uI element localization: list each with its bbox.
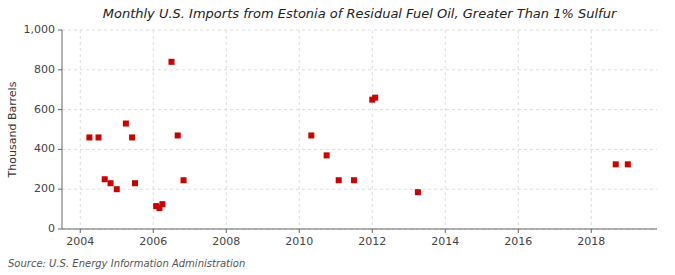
scatter-point — [108, 180, 114, 186]
scatter-point — [415, 189, 421, 195]
x-tick-label: 2018 — [577, 235, 605, 248]
scatter-point — [159, 201, 165, 207]
scatter-point — [169, 59, 175, 65]
y-tick — [58, 109, 62, 110]
chart-container: 0 200 400 600 800 1,000 2004 2006 2008 2010 2012 20… — [0, 0, 675, 275]
scatter-point — [324, 152, 330, 158]
y-tick-label: 200 — [34, 182, 55, 195]
x-tick — [153, 229, 154, 233]
y-axis-label: Thousand Barrels — [6, 81, 19, 178]
x-grid-line — [80, 30, 81, 229]
x-tick — [445, 229, 446, 233]
scatter-point — [175, 132, 181, 138]
x-axis-line — [62, 229, 657, 230]
scatter-point — [372, 95, 378, 101]
scatter-point — [114, 186, 120, 192]
plot-background — [62, 30, 657, 229]
grid — [62, 30, 657, 229]
x-tick-label: 2010 — [285, 235, 313, 248]
y-tick-label: 0 — [48, 222, 55, 235]
scatter-point — [102, 176, 108, 182]
scatter-point — [308, 132, 314, 138]
chart-svg: 0 200 400 600 800 1,000 2004 2006 2008 2010 2012 20… — [0, 0, 675, 275]
y-grid-line — [62, 149, 657, 150]
y-grid-line — [62, 30, 657, 31]
x-grid-line — [372, 30, 373, 229]
y-tick — [58, 149, 62, 150]
y-tick-label: 400 — [34, 142, 55, 155]
y-tick — [58, 30, 62, 31]
y-tick — [58, 69, 62, 70]
scatter-point — [132, 180, 138, 186]
x-tick-label: 2004 — [66, 235, 94, 248]
x-grid-line — [153, 30, 154, 229]
scatter-point — [123, 121, 129, 127]
scatter-point — [129, 134, 135, 140]
x-grid-line — [445, 30, 446, 229]
chart-title: Monthly U.S. Imports from Estonia of Res… — [103, 6, 618, 21]
x-tick — [299, 229, 300, 233]
source-note: Source: U.S. Energy Information Administ… — [8, 258, 245, 269]
y-grid-line — [62, 189, 657, 190]
x-tick-label: 2016 — [504, 235, 532, 248]
scatter-point — [86, 134, 92, 140]
x-tick-label: 2008 — [212, 235, 240, 248]
x-tick-label: 2012 — [358, 235, 386, 248]
scatter-point — [336, 177, 342, 183]
x-grid-line — [299, 30, 300, 229]
y-tick — [58, 189, 62, 190]
y-grid-line — [62, 109, 657, 110]
scatter-point — [613, 161, 619, 167]
x-tick-label: 2014 — [431, 235, 459, 248]
x-tick — [80, 229, 81, 233]
x-tick — [226, 229, 227, 233]
scatter-point — [351, 177, 357, 183]
y-tick-label: 800 — [34, 63, 55, 76]
scatter-point — [96, 134, 102, 140]
y-grid-line — [62, 69, 657, 70]
x-tick-label: 2006 — [139, 235, 167, 248]
y-grid-line — [62, 229, 657, 230]
y-axis-line — [62, 30, 63, 229]
axes: 0 200 400 600 800 1,000 2004 2006 2008 2010 2012 20… — [24, 23, 658, 248]
x-tick — [372, 229, 373, 233]
y-tick — [58, 229, 62, 230]
x-grid-line — [226, 30, 227, 229]
y-tick-label: 1,000 — [24, 23, 56, 36]
scatter-point — [625, 161, 631, 167]
scatter-point — [181, 177, 187, 183]
x-tick — [591, 229, 592, 233]
x-grid-line — [591, 30, 592, 229]
y-tick-label: 600 — [34, 103, 55, 116]
points — [86, 59, 630, 211]
x-grid-line — [518, 30, 519, 229]
x-tick — [518, 229, 519, 233]
